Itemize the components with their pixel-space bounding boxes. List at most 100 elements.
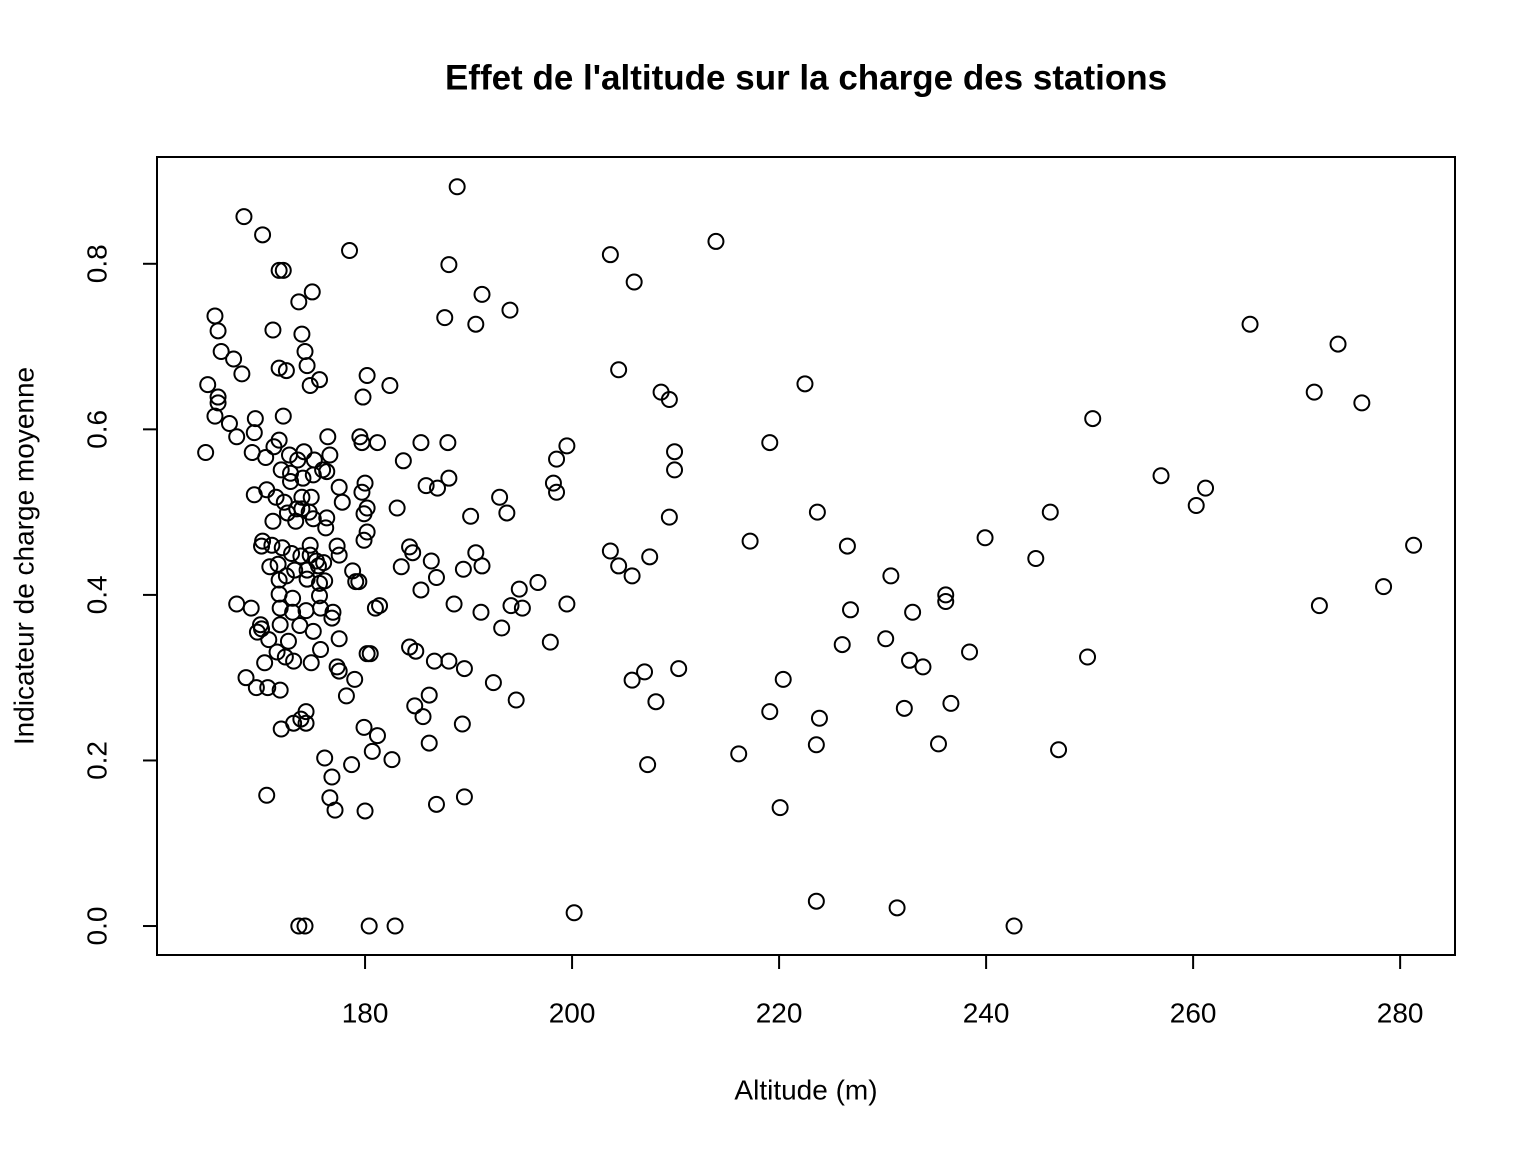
point <box>225 350 243 368</box>
point <box>247 679 265 697</box>
point <box>209 394 227 412</box>
point <box>1405 536 1423 554</box>
point <box>319 428 337 446</box>
point <box>422 552 440 570</box>
point <box>312 641 330 659</box>
point <box>548 450 566 468</box>
point <box>440 256 458 274</box>
point <box>730 745 748 763</box>
point <box>253 537 271 555</box>
point <box>272 461 290 479</box>
x-axis-label: Altitude (m) <box>734 1074 877 1105</box>
point <box>513 599 531 617</box>
point <box>354 388 372 406</box>
point <box>261 558 279 576</box>
point <box>388 499 406 517</box>
point <box>311 587 329 605</box>
point <box>473 285 491 303</box>
x-tick-label: 280 <box>1377 997 1424 1028</box>
point <box>439 434 457 452</box>
point <box>248 623 266 641</box>
point <box>394 452 412 470</box>
point <box>647 693 665 711</box>
point <box>206 307 224 325</box>
x-tick-label: 180 <box>342 997 389 1028</box>
point <box>808 503 826 521</box>
point <box>529 573 547 591</box>
point <box>448 178 466 196</box>
point <box>420 734 438 752</box>
point <box>321 789 339 807</box>
point <box>895 699 913 717</box>
point <box>1353 394 1371 412</box>
point <box>455 788 473 806</box>
point <box>761 434 779 452</box>
point <box>307 552 325 570</box>
point <box>318 509 336 527</box>
point <box>1152 467 1170 485</box>
point <box>771 799 789 817</box>
point <box>386 917 404 935</box>
point <box>197 444 215 462</box>
point <box>361 645 379 663</box>
point <box>961 643 979 661</box>
point <box>381 376 399 394</box>
point <box>269 555 287 573</box>
point <box>666 461 684 479</box>
point <box>292 547 310 565</box>
point <box>274 407 292 425</box>
y-tick-label: 0.6 <box>81 410 112 449</box>
point <box>297 602 315 620</box>
point <box>414 708 432 726</box>
point <box>368 434 386 452</box>
point <box>353 483 371 501</box>
point <box>298 357 316 375</box>
point <box>417 477 435 495</box>
point <box>1375 578 1393 596</box>
point <box>252 616 270 634</box>
point <box>761 703 779 721</box>
point <box>289 451 307 469</box>
point <box>301 376 319 394</box>
point <box>565 904 583 922</box>
point <box>877 630 895 648</box>
point <box>888 899 906 917</box>
point <box>321 446 339 464</box>
point <box>507 691 525 709</box>
point <box>245 424 263 442</box>
point <box>440 652 458 670</box>
point <box>343 756 361 774</box>
point <box>601 542 619 560</box>
point <box>323 768 341 786</box>
point <box>544 474 562 492</box>
point <box>256 654 274 672</box>
point <box>383 751 401 769</box>
point <box>317 519 335 537</box>
point <box>303 283 321 301</box>
y-tick-label: 0.2 <box>81 741 112 780</box>
point <box>314 461 332 479</box>
point <box>445 595 463 613</box>
point <box>914 658 932 676</box>
point <box>548 483 566 501</box>
point <box>472 603 490 621</box>
point <box>272 720 290 738</box>
point <box>283 545 301 563</box>
point <box>263 536 281 554</box>
point <box>1079 648 1097 666</box>
point <box>304 466 322 484</box>
point <box>337 687 355 705</box>
point <box>467 544 485 562</box>
point <box>1241 315 1259 333</box>
point <box>427 569 445 587</box>
point <box>355 718 373 736</box>
point <box>937 586 955 604</box>
point <box>660 508 678 526</box>
point <box>264 512 282 530</box>
point <box>610 361 628 379</box>
point <box>273 539 291 557</box>
x-tick-label: 220 <box>756 997 803 1028</box>
point <box>842 601 860 619</box>
point <box>341 242 359 260</box>
